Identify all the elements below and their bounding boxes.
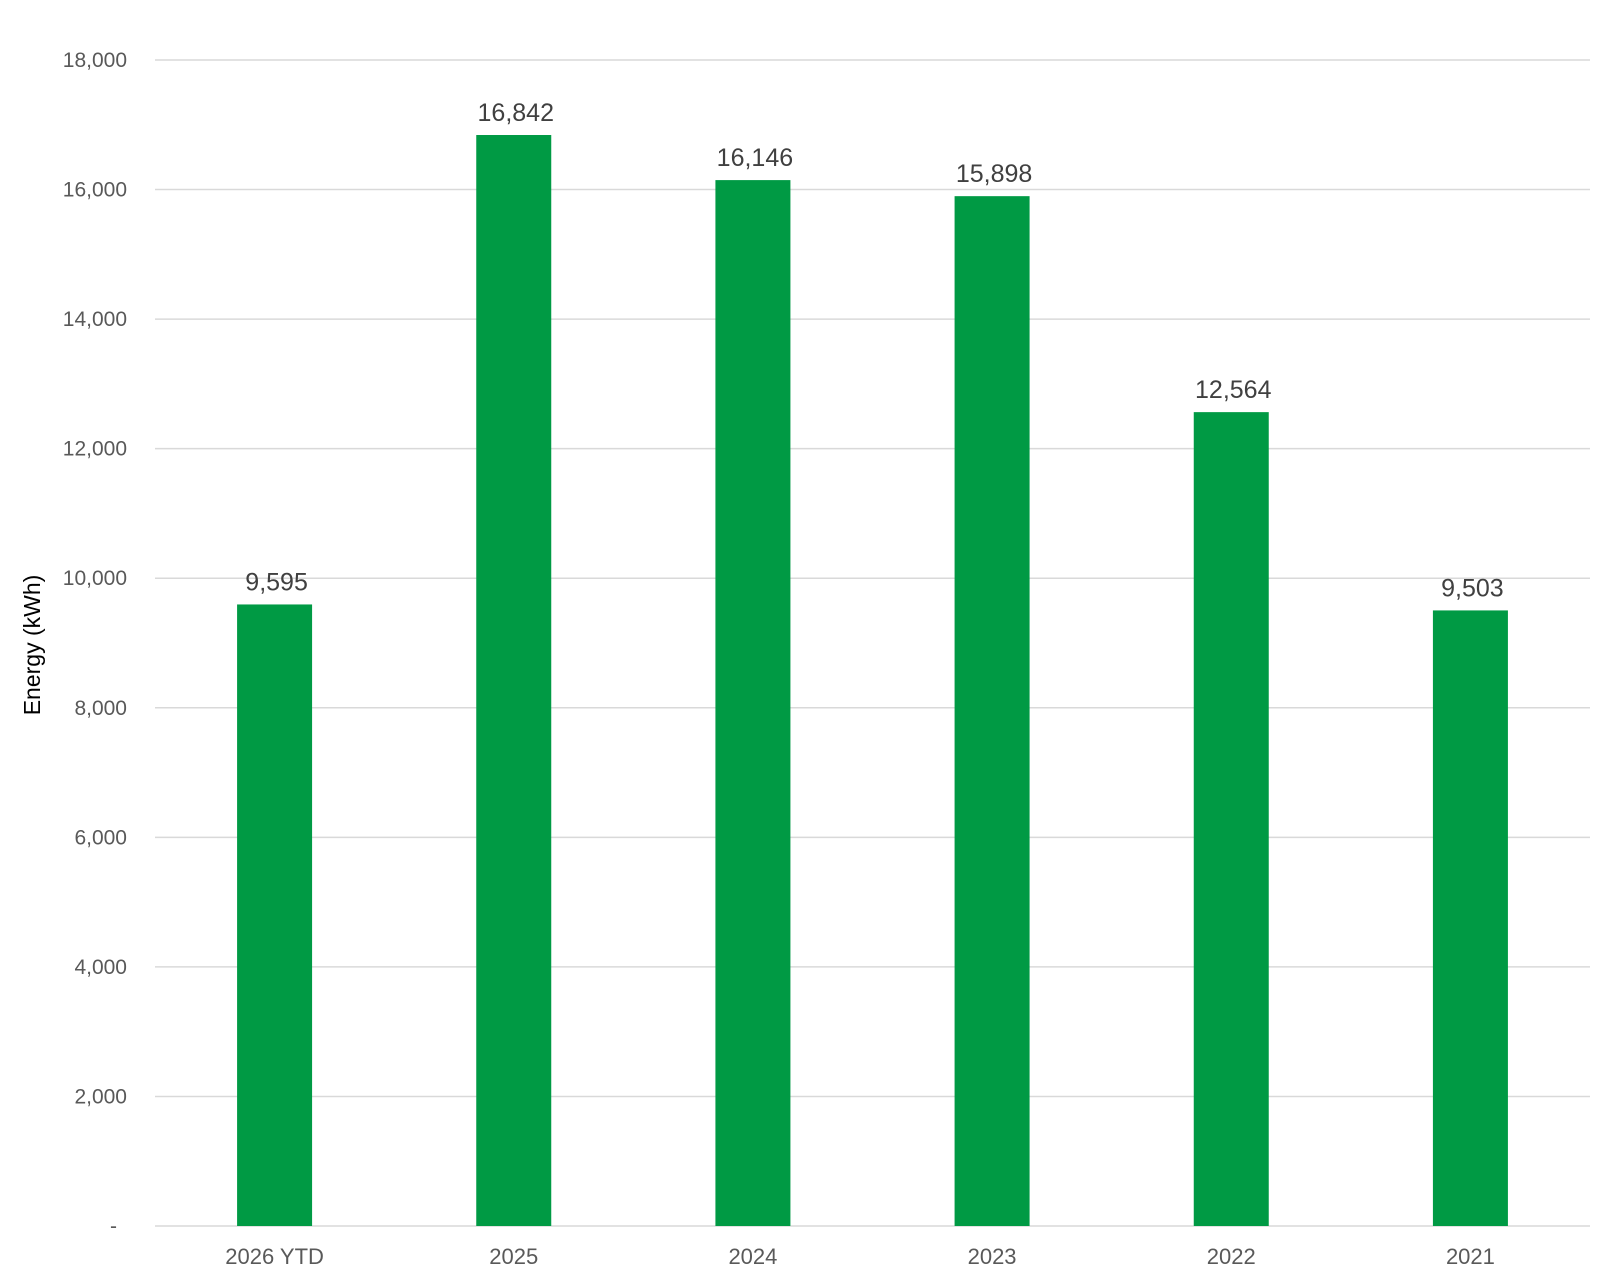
y-tick-label: 10,000	[63, 567, 127, 590]
x-tick-label: 2023	[968, 1244, 1017, 1269]
data-labels: 9,595 16,842 16,146 15,898 12,564 9,503	[245, 99, 1503, 602]
bar	[954, 196, 1030, 1227]
data-label: 16,842	[478, 99, 554, 127]
bar	[715, 180, 791, 1226]
y-axis-title: Energy (kWh)	[19, 575, 45, 716]
data-label: 12,564	[1195, 376, 1272, 404]
y-tick-label: -	[110, 1215, 117, 1238]
x-tick-label: 2026 YTD	[225, 1244, 324, 1269]
y-tick-label: 14,000	[63, 308, 127, 331]
y-tick-label: 2,000	[74, 1085, 127, 1108]
x-tick-label: 2024	[728, 1244, 777, 1269]
y-tick-label: 18,000	[63, 49, 127, 72]
data-label: 15,898	[956, 160, 1032, 188]
bars	[237, 135, 1508, 1227]
y-tick-label: 16,000	[63, 179, 127, 202]
y-tick-label: 4,000	[74, 956, 127, 979]
x-tick-label: 2022	[1207, 1244, 1256, 1269]
data-label: 16,146	[717, 144, 793, 172]
y-tick-label: 8,000	[74, 697, 127, 720]
y-tick-label: 6,000	[74, 826, 127, 849]
bar	[237, 604, 313, 1226]
y-tick-label: 12,000	[63, 438, 127, 461]
x-tick-label: 2025	[489, 1244, 538, 1269]
bar	[1432, 610, 1508, 1226]
bar	[476, 135, 552, 1226]
data-label: 9,503	[1441, 574, 1504, 602]
data-label: 9,595	[245, 568, 308, 596]
y-axis-ticks: - 2,000 4,000 6,000 8,000 10,000 12,000 14,000 1…	[63, 49, 127, 1238]
gridlines	[155, 59, 1590, 1227]
x-tick-label: 2021	[1446, 1244, 1495, 1269]
bar	[1193, 412, 1269, 1227]
x-axis-ticks: 2026 YTD 2025 2024 2023 2022 2021	[225, 1244, 1495, 1269]
